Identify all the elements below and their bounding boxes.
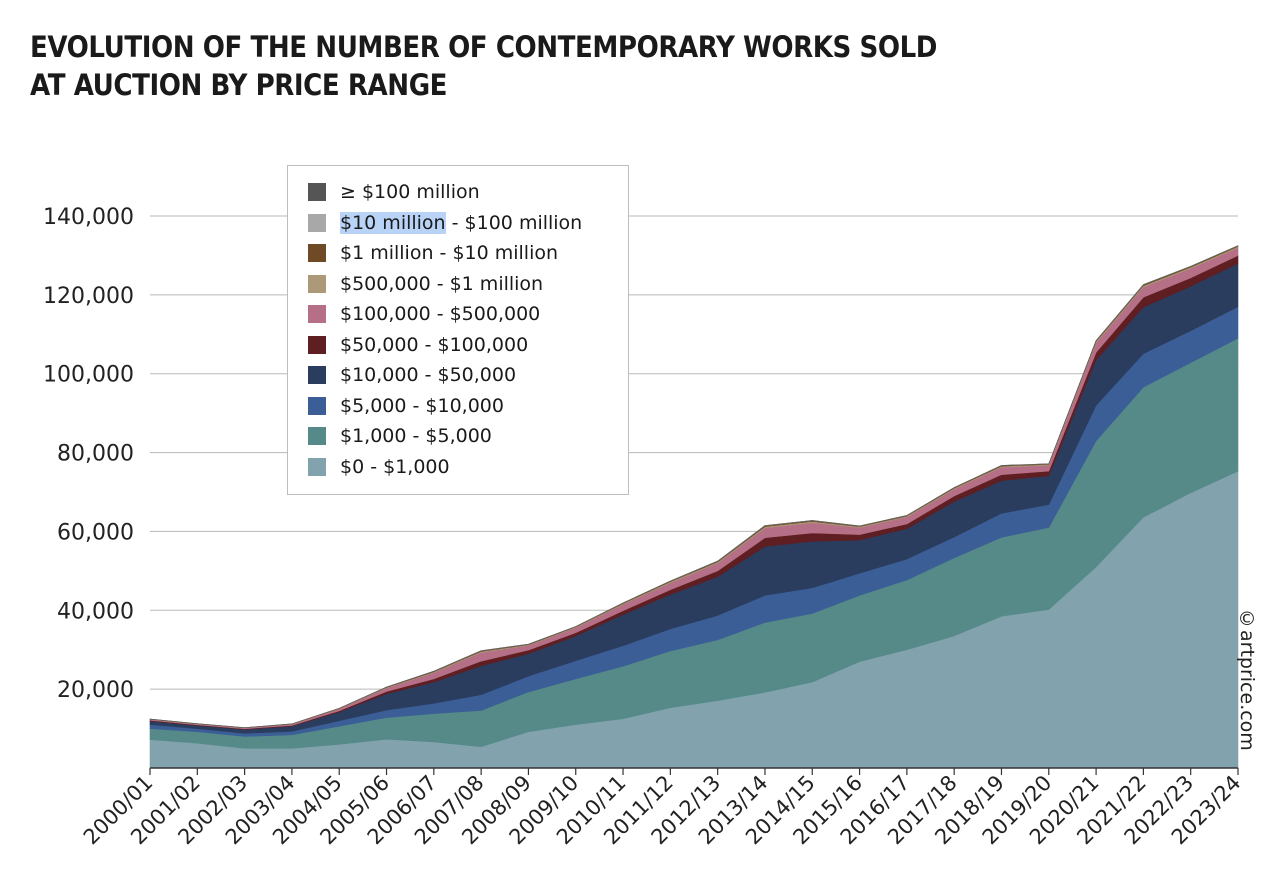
- legend: ≥ $100 million $10 million - $100 millio…: [287, 165, 629, 495]
- legend-label-rest: - $100 million: [445, 211, 583, 234]
- y-tick-label: 100,000: [43, 363, 134, 388]
- legend-swatch: [308, 183, 326, 201]
- legend-item-50k-100k: $50,000 - $100,000: [308, 332, 528, 358]
- y-axis-ticks: 20,000 40,000 60,000 80,000 100,000 120,000 14…: [43, 205, 134, 703]
- y-tick-label: 120,000: [43, 284, 134, 309]
- legend-swatch: [308, 335, 326, 354]
- area-series-100-million: [149, 245, 1239, 728]
- legend-label: $100,000 - $500,000: [340, 303, 541, 325]
- legend-swatch: [308, 457, 326, 476]
- legend-swatch: [308, 396, 326, 415]
- legend-label: $10,000 - $50,000: [340, 364, 517, 386]
- legend-item-1m-10m: $1 million - $10 million: [308, 240, 558, 266]
- legend-label: $50,000 - $100,000: [340, 333, 529, 356]
- legend-item-1k-5k: $1,000 - $5,000: [308, 423, 492, 449]
- legend-swatch: [308, 305, 326, 323]
- legend-item-100k-500k: $100,000 - $500,000: [308, 301, 540, 327]
- legend-label-selected: $10 million: [340, 211, 446, 234]
- legend-swatch: [308, 274, 326, 293]
- legend-item-ge-100m: ≥ $100 million: [308, 179, 480, 205]
- legend-label: $500,000 - $1 million: [340, 272, 544, 295]
- chart-title: EVOLUTION OF THE NUMBER OF CONTEMPORARY …: [30, 28, 937, 104]
- y-tick-label: 20,000: [57, 678, 134, 703]
- legend-item-0-1k: $0 - $1,000: [308, 454, 450, 480]
- legend-swatch: [308, 366, 326, 384]
- legend-swatch: [308, 213, 326, 232]
- legend-item-10k-50k: $10,000 - $50,000: [308, 362, 516, 388]
- y-tick-label: 40,000: [57, 599, 134, 624]
- y-tick-label: 140,000: [43, 205, 134, 230]
- chart-title-line-2: AT AUCTION BY PRICE RANGE: [30, 68, 448, 102]
- legend-label: $0 - $1,000: [340, 455, 450, 478]
- x-axis-ticks: 2000/012001/022002/032003/042004/052005/…: [79, 768, 1246, 849]
- legend-label: ≥ $100 million: [340, 181, 480, 203]
- legend-label: $1 million - $10 million: [340, 242, 559, 264]
- source-credit: ©artprice.com: [1236, 608, 1258, 751]
- chart-title-line-1: EVOLUTION OF THE NUMBER OF CONTEMPORARY …: [30, 30, 938, 64]
- legend-item-10m-100m: $10 million - $100 million: [308, 210, 582, 236]
- legend-swatch: [308, 427, 326, 445]
- legend-item-5k-10k: $5,000 - $10,000: [308, 393, 504, 419]
- legend-swatch: [308, 244, 326, 262]
- y-tick-label: 60,000: [57, 520, 134, 545]
- y-tick-label: 80,000: [57, 442, 134, 467]
- legend-label: $5,000 - $10,000: [340, 394, 504, 417]
- legend-item-500k-1m: $500,000 - $1 million: [308, 271, 543, 297]
- legend-label: $1,000 - $5,000: [340, 425, 492, 447]
